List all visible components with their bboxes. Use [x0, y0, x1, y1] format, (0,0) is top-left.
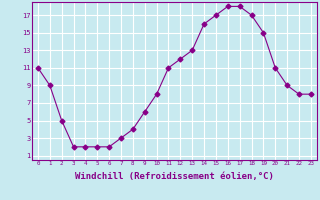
X-axis label: Windchill (Refroidissement éolien,°C): Windchill (Refroidissement éolien,°C) [75, 172, 274, 181]
